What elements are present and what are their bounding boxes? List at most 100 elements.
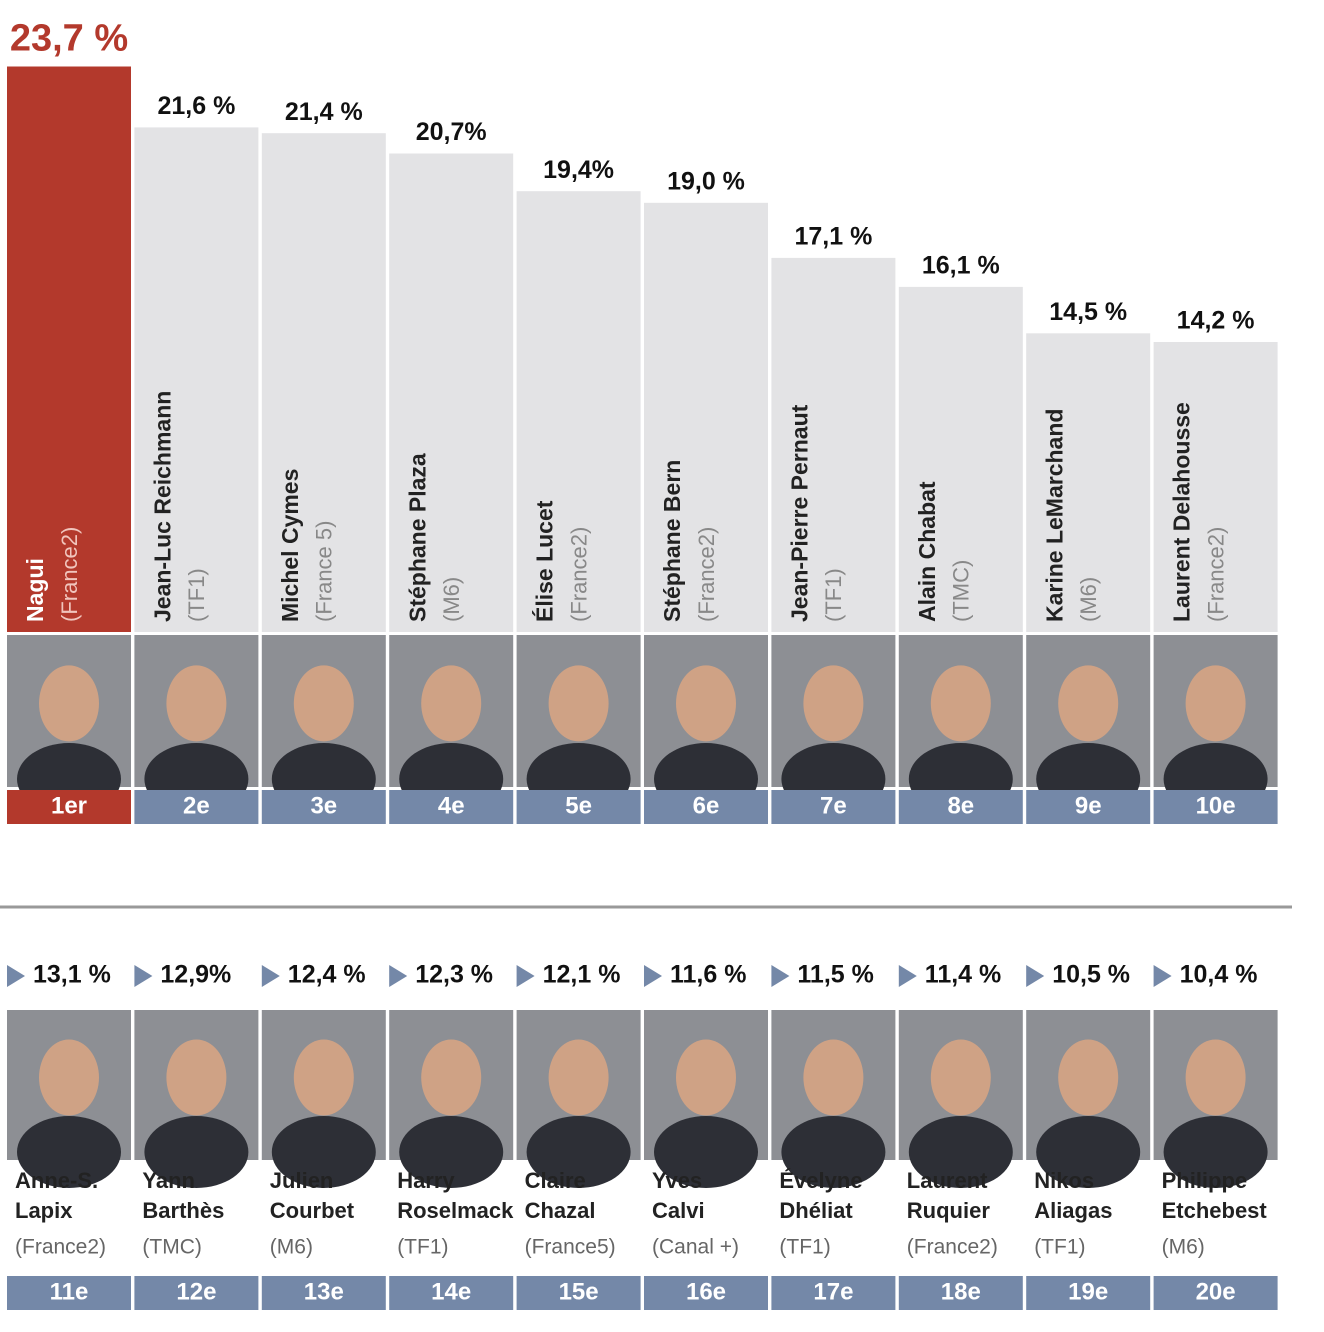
value-label: 12,4 % bbox=[288, 961, 366, 989]
photo-face bbox=[293, 665, 354, 742]
name: Barthès bbox=[142, 1198, 224, 1223]
bar bbox=[898, 286, 1023, 632]
value-label: 11,5 % bbox=[797, 961, 873, 989]
channel: (TF1) bbox=[779, 1236, 830, 1259]
name: Philippe bbox=[1162, 1168, 1248, 1193]
name: Laurent Delahousse bbox=[1169, 402, 1195, 622]
value-label: 12,9% bbox=[160, 961, 231, 989]
photo-face bbox=[166, 665, 227, 742]
bar bbox=[261, 133, 386, 632]
channel: (Canal +) bbox=[652, 1236, 739, 1259]
rank-box bbox=[1026, 1276, 1151, 1310]
marker bbox=[7, 965, 25, 987]
channel: (France2) bbox=[15, 1236, 106, 1259]
rank: 8e bbox=[947, 792, 974, 819]
name: Karine LeMarchand bbox=[1041, 409, 1067, 622]
photo-face bbox=[1185, 1039, 1246, 1116]
rank: 4e bbox=[438, 792, 465, 819]
photo-face bbox=[803, 665, 864, 742]
bar bbox=[134, 127, 259, 633]
rank: 2e bbox=[183, 792, 210, 819]
marker bbox=[771, 965, 790, 987]
rank: 9e bbox=[1075, 792, 1102, 819]
channel: (TMC) bbox=[142, 1236, 201, 1259]
rank: 12e bbox=[176, 1278, 216, 1305]
rank-box bbox=[516, 790, 641, 824]
rank: 1er bbox=[51, 792, 87, 819]
photo-body bbox=[1163, 1116, 1268, 1188]
photo-body bbox=[1036, 1116, 1141, 1188]
name: Ruquier bbox=[907, 1198, 991, 1223]
photo-face bbox=[1058, 1039, 1119, 1116]
rank: 18e bbox=[941, 1278, 981, 1305]
rank-box bbox=[644, 1276, 768, 1310]
marker bbox=[134, 965, 153, 987]
name: Anne-S. bbox=[15, 1168, 98, 1193]
channel: (M6) bbox=[270, 1236, 313, 1259]
rank-box bbox=[7, 790, 131, 824]
value-label: 17,1 % bbox=[794, 223, 872, 251]
rank: 11e bbox=[50, 1278, 89, 1305]
name: Aliagas bbox=[1034, 1198, 1112, 1223]
rank-box bbox=[134, 1276, 259, 1310]
rank-box bbox=[771, 790, 896, 824]
photo-body bbox=[17, 1116, 121, 1188]
name: Julien bbox=[270, 1168, 334, 1193]
value-label: 14,2 % bbox=[1177, 307, 1255, 335]
rank: 13e bbox=[304, 1278, 344, 1305]
photo-face bbox=[1058, 665, 1119, 742]
value-label: 23,7 % bbox=[10, 18, 128, 60]
channel: (TF1) bbox=[184, 568, 209, 622]
value-label: 19,0 % bbox=[667, 167, 745, 195]
name: Stéphane Plaza bbox=[404, 453, 430, 622]
channel: (TF1) bbox=[1034, 1236, 1085, 1259]
name: Dhéliat bbox=[779, 1198, 853, 1223]
photo-body bbox=[526, 1116, 631, 1188]
value-label: 19,4% bbox=[543, 156, 614, 184]
rank-box bbox=[261, 790, 386, 824]
marker bbox=[261, 965, 280, 987]
channel: (France2) bbox=[566, 527, 591, 622]
rank: 19e bbox=[1068, 1278, 1108, 1305]
marker bbox=[1026, 965, 1045, 987]
name: Courbet bbox=[270, 1198, 355, 1223]
photo-face bbox=[676, 665, 736, 742]
marker bbox=[644, 965, 662, 987]
rank: 17e bbox=[813, 1278, 853, 1305]
photo-face bbox=[930, 665, 991, 742]
rank-box bbox=[389, 1276, 514, 1310]
rank-box bbox=[7, 1276, 131, 1310]
rank: 15e bbox=[559, 1278, 599, 1305]
rank-box bbox=[1153, 1276, 1278, 1310]
name: Nagui bbox=[22, 558, 48, 622]
rank-box bbox=[644, 790, 768, 824]
name: Stéphane Bern bbox=[659, 460, 685, 622]
name: Jean-Pierre Pernaut bbox=[786, 404, 812, 622]
channel: (M6) bbox=[439, 577, 464, 622]
value-label: 10,4 % bbox=[1180, 961, 1258, 989]
rank-box bbox=[134, 790, 259, 824]
channel: (TMC) bbox=[949, 560, 974, 622]
value-label: 21,6 % bbox=[157, 92, 235, 120]
value-label: 12,1 % bbox=[543, 961, 621, 989]
name: Yves bbox=[652, 1168, 702, 1193]
bar bbox=[516, 191, 641, 632]
photo-face bbox=[803, 1039, 864, 1116]
name: Roselmack bbox=[397, 1198, 514, 1223]
photo-face bbox=[548, 1039, 609, 1116]
photo-body bbox=[908, 1116, 1013, 1188]
name: Alain Chabat bbox=[914, 481, 940, 622]
value-label: 11,4 % bbox=[925, 961, 1001, 989]
name: Nikos bbox=[1034, 1168, 1094, 1193]
photo-face bbox=[39, 1039, 99, 1116]
name: Michel Cymes bbox=[277, 469, 303, 622]
photo-body bbox=[271, 1116, 376, 1188]
rank-box bbox=[771, 1276, 896, 1310]
value-label: 20,7% bbox=[416, 118, 487, 146]
name: Harry bbox=[397, 1168, 455, 1193]
rank: 16e bbox=[686, 1278, 726, 1305]
bar bbox=[771, 257, 896, 632]
rank: 6e bbox=[693, 792, 720, 819]
channel: (TF1) bbox=[397, 1236, 448, 1259]
photo-face bbox=[166, 1039, 227, 1116]
